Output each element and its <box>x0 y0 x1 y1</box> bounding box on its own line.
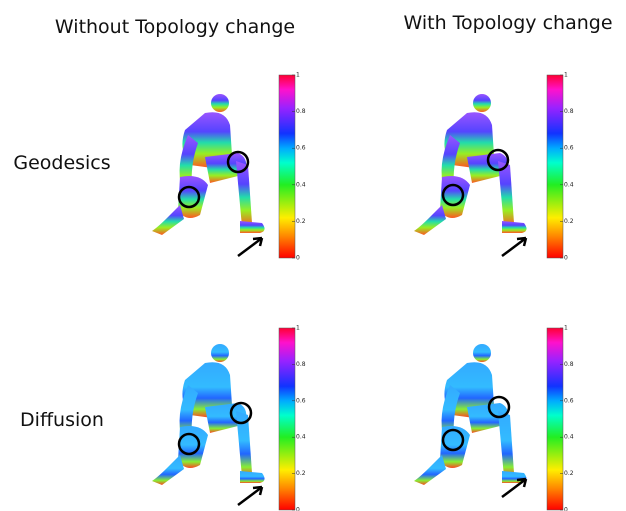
colorbar <box>278 74 296 259</box>
column-header: Without Topology change <box>55 16 295 38</box>
colorbar <box>278 327 296 511</box>
tick-label: 0 <box>564 255 568 262</box>
tick-label: 0.6 <box>296 397 306 404</box>
tick-label: 1 <box>564 72 568 79</box>
column-header: With Topology change <box>403 12 612 34</box>
tick-label: 0.4 <box>564 434 574 441</box>
panel <box>152 94 265 257</box>
tick-label: 0.8 <box>564 108 574 115</box>
tick-label: 1 <box>296 325 300 332</box>
tick-label: 0.8 <box>296 108 306 115</box>
colorbar <box>546 74 564 259</box>
tick-label: 0.8 <box>296 361 306 368</box>
tick-label: 0 <box>564 507 568 511</box>
tick-label: 0.4 <box>296 181 306 188</box>
tick-label: 0.2 <box>296 470 306 477</box>
row-label: Diffusion <box>20 409 104 431</box>
colorbar <box>546 327 564 511</box>
tick-label: 0.4 <box>296 434 306 441</box>
tick-label: 0.2 <box>296 218 306 225</box>
tick-label: 0.2 <box>564 470 574 477</box>
panel <box>152 344 265 506</box>
tick-label: 0 <box>296 255 300 262</box>
tick-label: 0.2 <box>564 218 574 225</box>
panel <box>414 94 528 257</box>
tick-label: 0.8 <box>564 361 574 368</box>
tick-label: 0.4 <box>564 181 574 188</box>
tick-label: 0.6 <box>296 145 306 152</box>
tick-label: 0.6 <box>564 145 574 152</box>
row-label: Geodesics <box>13 152 110 174</box>
tick-label: 1 <box>296 72 300 79</box>
tick-label: 1 <box>564 325 568 332</box>
tick-label: 0.6 <box>564 397 574 404</box>
tick-label: 0 <box>296 507 300 511</box>
colorbars: 0 0.2 0.4 0.6 0.8 1 0 0.2 0.4 0.6 0.8 1 0 0.2 0.4 0.6 0.… <box>278 72 574 511</box>
panel <box>414 344 528 498</box>
